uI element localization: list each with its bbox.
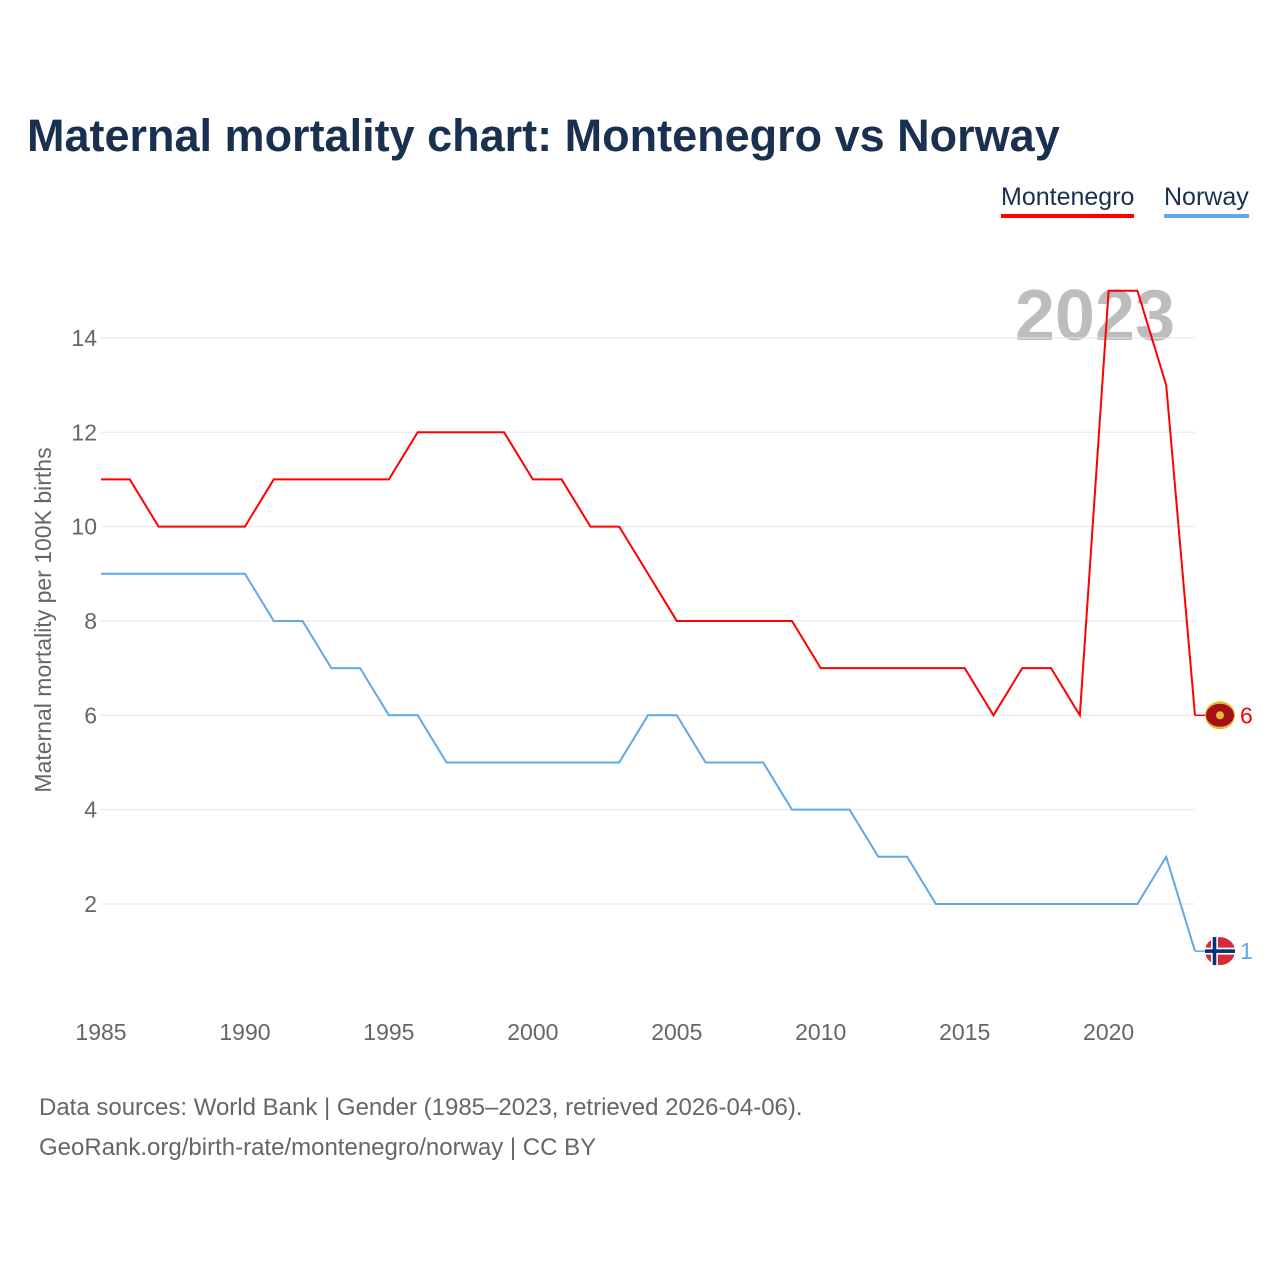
y-tick-label: 14 bbox=[71, 325, 97, 351]
source-text: Data sources: World Bank | Gender (1985–… bbox=[39, 1094, 803, 1121]
x-tick-label: 2015 bbox=[939, 1019, 990, 1045]
y-tick-label: 6 bbox=[84, 702, 97, 728]
source-url[interactable]: GeoRank.org/birth-rate/montenegro/norway… bbox=[39, 1134, 597, 1161]
flag-cross bbox=[1205, 949, 1235, 953]
y-tick-label: 2 bbox=[84, 891, 97, 917]
x-tick-label: 2010 bbox=[795, 1019, 846, 1045]
flag-cross bbox=[1212, 937, 1217, 966]
x-tick-label: 2005 bbox=[651, 1019, 702, 1045]
legend-norway[interactable]: Norway bbox=[1164, 183, 1249, 218]
x-tick-label: 2000 bbox=[507, 1019, 558, 1045]
series-line-norway bbox=[101, 572, 1196, 952]
legend-montenegro[interactable]: Montenegro bbox=[1001, 183, 1135, 218]
end-value-label: 1 bbox=[1240, 938, 1253, 964]
series-line-montenegro bbox=[101, 289, 1196, 719]
y-tick-label: 4 bbox=[84, 797, 97, 823]
footer: Data sources: World Bank | Gender (1985–… bbox=[39, 1088, 803, 1168]
x-tick-label: 2020 bbox=[1083, 1019, 1134, 1045]
y-tick-label: 10 bbox=[71, 514, 97, 540]
y-tick-label: 8 bbox=[84, 608, 97, 634]
y-axis-label: Maternal mortality per 100K births bbox=[30, 447, 56, 792]
x-tick-label: 1985 bbox=[75, 1019, 126, 1045]
x-tick-label: 1995 bbox=[363, 1019, 414, 1045]
chart-title: Maternal mortality chart: Montenegro vs … bbox=[27, 110, 1060, 161]
year-watermark: 2023 bbox=[1015, 276, 1175, 356]
end-value-label: 6 bbox=[1240, 702, 1253, 728]
flag-emblem bbox=[1216, 711, 1224, 720]
x-tick-label: 1990 bbox=[219, 1019, 270, 1045]
y-tick-label: 12 bbox=[71, 419, 97, 445]
